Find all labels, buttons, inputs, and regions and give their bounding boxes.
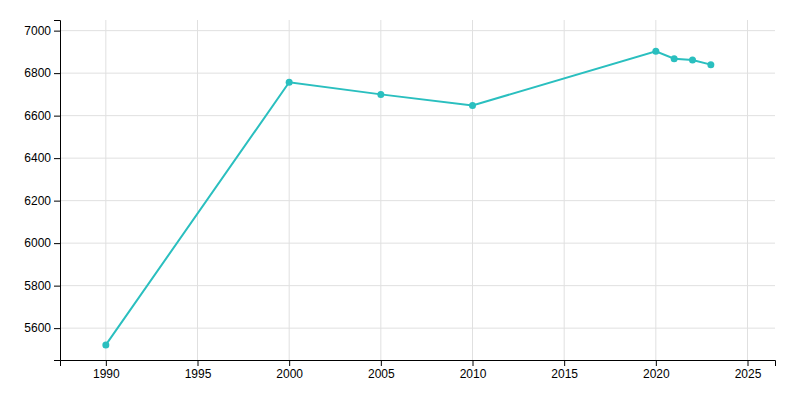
- y-axis-tick: 7000: [24, 24, 60, 38]
- x-axis-tick-label: 2000: [276, 367, 303, 381]
- line: [106, 51, 711, 345]
- marks: [102, 48, 714, 349]
- x-axis-tick: 2025: [735, 360, 762, 381]
- chart: 1990 1995 2000 2005 2010 2015 2020 2025 5600 5800…: [0, 0, 800, 400]
- x-axis: 1990 1995 2000 2005 2010 2015 2020 2025: [61, 360, 776, 381]
- y-axis-tick: 5800: [24, 279, 60, 293]
- point: [671, 55, 678, 62]
- plot: 1990 1995 2000 2005 2010 2015 2020 2025 5600 5800…: [24, 20, 775, 381]
- y-axis-tick: 6800: [24, 66, 60, 80]
- point: [469, 102, 476, 109]
- x-axis-tick: 1990: [93, 360, 120, 381]
- grid-line: [60, 115, 775, 116]
- grid-line: [60, 328, 775, 329]
- y-axis-tick: 6400: [24, 151, 60, 165]
- y-axis-tick-mark: [54, 328, 60, 329]
- grid-line: [289, 20, 290, 360]
- grid-line: [747, 20, 748, 360]
- grid-line: [60, 158, 775, 159]
- y-axis-tick-mark: [54, 201, 60, 202]
- y-axis-tick-mark: [54, 286, 60, 287]
- grid-line: [380, 20, 381, 360]
- grid-line: [60, 73, 775, 74]
- x-axis-tick-label: 1995: [185, 367, 212, 381]
- x-axis-tick-mark: [748, 360, 749, 366]
- grid-line: [60, 200, 775, 201]
- y-axis: 5600 5800 6000 6200 6400 6600 6800 7000: [24, 21, 60, 361]
- x-axis-line: [61, 361, 776, 367]
- x-axis-tick-label: 2020: [643, 367, 670, 381]
- x-axis-tick: 2010: [460, 360, 487, 381]
- x-axis-tick-label: 1990: [93, 367, 120, 381]
- point: [377, 91, 384, 98]
- grid-line: [60, 30, 775, 31]
- x-axis-tick-mark: [106, 360, 107, 366]
- x-axis-tick: 2005: [368, 360, 395, 381]
- y-axis-tick-mark: [54, 243, 60, 244]
- x-axis-tick-mark: [564, 360, 565, 366]
- y-axis-line: [54, 21, 61, 361]
- y-axis-tick-mark: [54, 158, 60, 159]
- grid-line: [197, 20, 198, 360]
- x-axis-tick-mark: [198, 360, 199, 366]
- y-axis-tick: 6200: [24, 194, 60, 208]
- y-axis-tick: 6000: [24, 236, 60, 250]
- y-axis-tick-label: 7000: [24, 24, 51, 38]
- y-axis-tick: 6600: [24, 109, 60, 123]
- y-axis-tick-mark: [54, 73, 60, 74]
- y-axis-tick-label: 6600: [24, 109, 51, 123]
- x-axis-tick-mark: [381, 360, 382, 366]
- point: [286, 79, 293, 86]
- x-axis-tick-mark: [656, 360, 657, 366]
- x-axis-tick: 2015: [551, 360, 578, 381]
- grid: [60, 20, 775, 360]
- x-axis-tick: 2020: [643, 360, 670, 381]
- point: [707, 61, 714, 68]
- x-axis-tick-label: 2005: [368, 367, 395, 381]
- y-axis-tick-mark: [54, 31, 60, 32]
- grid-line: [564, 20, 565, 360]
- point: [652, 48, 659, 55]
- grid-line: [655, 20, 656, 360]
- grid-line: [60, 243, 775, 244]
- grid-line: [105, 20, 106, 360]
- chart-container: 1990 1995 2000 2005 2010 2015 2020 2025 5600 5800…: [0, 0, 800, 400]
- point: [689, 56, 696, 63]
- x-axis-tick-mark: [289, 360, 290, 366]
- y-axis-tick-label: 6000: [24, 236, 51, 250]
- y-axis-tick-label: 5600: [24, 321, 51, 335]
- grid-line: [472, 20, 473, 360]
- grid-line: [60, 285, 775, 286]
- y-axis-tick-label: 6800: [24, 66, 51, 80]
- x-axis-tick: 2000: [276, 360, 303, 381]
- x-axis-tick-mark: [473, 360, 474, 366]
- x-axis-tick-label: 2025: [735, 367, 762, 381]
- x-axis-tick-label: 2015: [551, 367, 578, 381]
- y-axis-tick: 5600: [24, 321, 60, 335]
- x-axis-tick-label: 2010: [460, 367, 487, 381]
- point: [102, 341, 109, 348]
- y-axis-tick-label: 5800: [24, 279, 51, 293]
- y-axis-tick-mark: [54, 116, 60, 117]
- y-axis-tick-label: 6200: [24, 194, 51, 208]
- y-axis-tick-label: 6400: [24, 151, 51, 165]
- x-axis-tick: 1995: [185, 360, 212, 381]
